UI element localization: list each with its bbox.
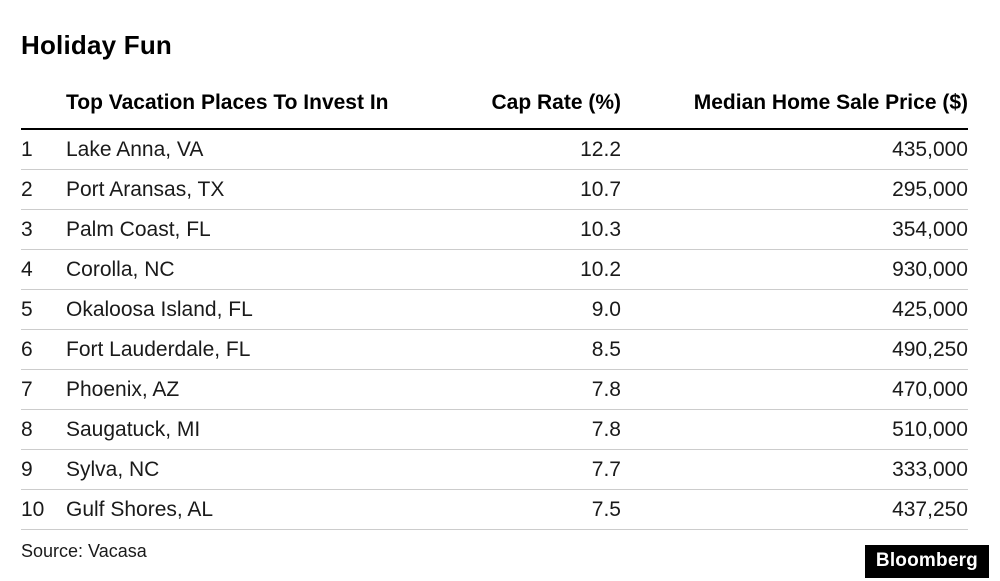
price-cell: 490,250 (892, 338, 968, 361)
data-table: Top Vacation Places To Invest In Cap Rat… (21, 81, 968, 530)
cap-rate-cell: 10.7 (580, 178, 621, 201)
rank-cell: 9 (21, 458, 33, 481)
price-cell: 425,000 (892, 298, 968, 321)
place-cell: Palm Coast, FL (66, 218, 211, 241)
header-median-price: Median Home Sale Price ($) (693, 91, 968, 114)
cap-rate-cell: 8.5 (591, 338, 621, 361)
cap-rate-cell: 7.5 (591, 498, 621, 521)
table-row: 6 Fort Lauderdale, FL 8.5 490,250 (21, 330, 968, 370)
price-cell: 295,000 (892, 178, 968, 201)
table-row: 9 Sylva, NC 7.7 333,000 (21, 450, 968, 490)
price-cell: 437,250 (892, 498, 968, 521)
price-cell: 333,000 (892, 458, 968, 481)
header-cap-rate: Cap Rate (%) (491, 91, 621, 114)
rank-cell: 10 (21, 498, 45, 521)
rank-cell: 6 (21, 338, 33, 361)
cap-rate-cell: 7.8 (591, 378, 621, 401)
place-cell: Port Aransas, TX (66, 178, 225, 201)
rank-cell: 8 (21, 418, 33, 441)
rank-cell: 1 (21, 138, 33, 161)
header-place: Top Vacation Places To Invest In (66, 91, 389, 114)
table-row: 4 Corolla, NC 10.2 930,000 (21, 250, 968, 290)
header-row: Top Vacation Places To Invest In Cap Rat… (21, 81, 968, 129)
cap-rate-cell: 12.2 (580, 138, 621, 161)
rank-cell: 2 (21, 178, 33, 201)
table-row: 2 Port Aransas, TX 10.7 295,000 (21, 170, 968, 210)
table-row: 5 Okaloosa Island, FL 9.0 425,000 (21, 290, 968, 330)
place-cell: Gulf Shores, AL (66, 498, 214, 521)
source-note: Source: Vacasa (21, 541, 147, 561)
cap-rate-cell: 7.8 (591, 418, 621, 441)
table-row: 10 Gulf Shores, AL 7.5 437,250 (21, 490, 968, 530)
bloomberg-logo: Bloomberg (864, 545, 989, 578)
cap-rate-cell: 7.7 (591, 458, 621, 481)
cap-rate-cell: 10.3 (580, 218, 621, 241)
price-cell: 354,000 (892, 218, 968, 241)
price-cell: 470,000 (892, 378, 968, 401)
price-cell: 510,000 (892, 418, 968, 441)
place-cell: Sylva, NC (66, 458, 160, 481)
place-cell: Okaloosa Island, FL (66, 298, 253, 321)
place-cell: Phoenix, AZ (66, 378, 180, 401)
table-row: 1 Lake Anna, VA 12.2 435,000 (21, 129, 968, 170)
rank-cell: 5 (21, 298, 33, 321)
cap-rate-cell: 9.0 (591, 298, 621, 321)
chart-title: Holiday Fun (21, 30, 172, 60)
cap-rate-cell: 10.2 (580, 258, 621, 281)
rank-cell: 4 (21, 258, 33, 281)
rank-cell: 7 (21, 378, 33, 401)
table-row: 3 Palm Coast, FL 10.3 354,000 (21, 210, 968, 250)
place-cell: Saugatuck, MI (66, 418, 201, 441)
price-cell: 930,000 (892, 258, 968, 281)
place-cell: Lake Anna, VA (66, 138, 204, 161)
header-rank (21, 81, 66, 129)
table-row: 7 Phoenix, AZ 7.8 470,000 (21, 370, 968, 410)
price-cell: 435,000 (892, 138, 968, 161)
table-row: 8 Saugatuck, MI 7.8 510,000 (21, 410, 968, 450)
place-cell: Corolla, NC (66, 258, 175, 281)
rank-cell: 3 (21, 218, 33, 241)
place-cell: Fort Lauderdale, FL (66, 338, 251, 361)
